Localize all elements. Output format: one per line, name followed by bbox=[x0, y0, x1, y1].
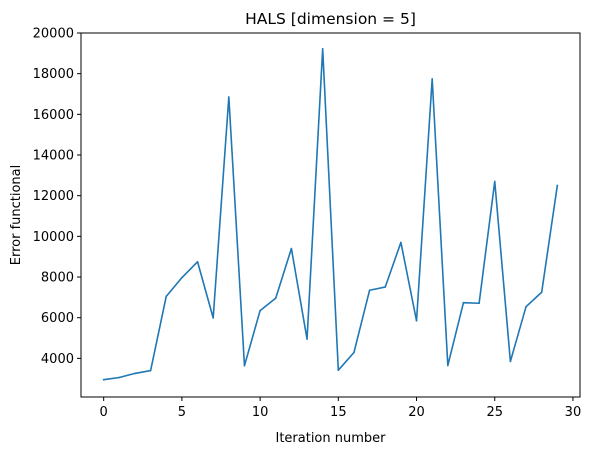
data-point bbox=[259, 309, 261, 312]
data-point bbox=[415, 319, 418, 322]
data-point bbox=[478, 302, 480, 305]
y-tick-label: 8000 bbox=[41, 271, 74, 286]
data-point bbox=[181, 276, 183, 279]
x-tick-label: 10 bbox=[252, 405, 269, 420]
plot-frame bbox=[80, 32, 581, 398]
y-tick-label: 12000 bbox=[33, 189, 74, 204]
data-point bbox=[321, 48, 324, 50]
x-tick-label: 15 bbox=[330, 405, 347, 420]
y-tick-label: 10000 bbox=[33, 230, 74, 245]
data-point bbox=[525, 305, 527, 308]
data-point bbox=[368, 289, 371, 292]
data-point bbox=[540, 291, 543, 294]
data-point bbox=[353, 351, 355, 354]
x-tick-label: 0 bbox=[100, 405, 108, 420]
series-line bbox=[102, 48, 559, 381]
data-point bbox=[228, 96, 230, 98]
data-point bbox=[196, 260, 199, 263]
data-point bbox=[102, 378, 105, 381]
x-axis-label: Iteration number bbox=[275, 431, 386, 446]
data-point bbox=[400, 241, 402, 244]
data-point bbox=[243, 364, 246, 367]
data-point bbox=[306, 338, 308, 340]
y-tick-label: 6000 bbox=[41, 311, 74, 326]
data-point bbox=[212, 317, 214, 319]
y-tick-label: 18000 bbox=[33, 67, 74, 82]
x-tick-label: 5 bbox=[178, 405, 186, 420]
data-point bbox=[290, 247, 293, 250]
y-axis-label: Error functional bbox=[9, 165, 24, 266]
data-point bbox=[493, 180, 496, 183]
y-tick-label: 4000 bbox=[41, 352, 74, 367]
chart-title: HALS [dimension = 5] bbox=[245, 10, 416, 28]
data-point bbox=[384, 286, 387, 288]
data-point bbox=[447, 364, 449, 367]
data-point bbox=[274, 297, 277, 299]
y-tick-label: 20000 bbox=[33, 27, 74, 42]
data-point bbox=[118, 376, 121, 379]
data-point bbox=[134, 372, 136, 375]
x-tick-label: 20 bbox=[408, 405, 425, 420]
x-tick-label: 30 bbox=[565, 405, 582, 420]
data-point bbox=[509, 360, 512, 363]
data-point bbox=[165, 295, 168, 298]
data-point bbox=[149, 369, 152, 372]
y-tick-label: 16000 bbox=[33, 108, 74, 123]
x-tick-label: 25 bbox=[486, 405, 503, 420]
plot-series bbox=[102, 48, 559, 381]
data-point bbox=[462, 301, 465, 304]
x-axis: 0 5 10 15 20 25 30 bbox=[100, 397, 582, 420]
data-point bbox=[556, 184, 559, 187]
data-point bbox=[337, 369, 340, 371]
data-point bbox=[431, 78, 433, 80]
y-tick-label: 14000 bbox=[33, 149, 74, 164]
y-axis: 4000 6000 8000 10000 12000 14000 16000 18000 200… bbox=[33, 27, 81, 367]
